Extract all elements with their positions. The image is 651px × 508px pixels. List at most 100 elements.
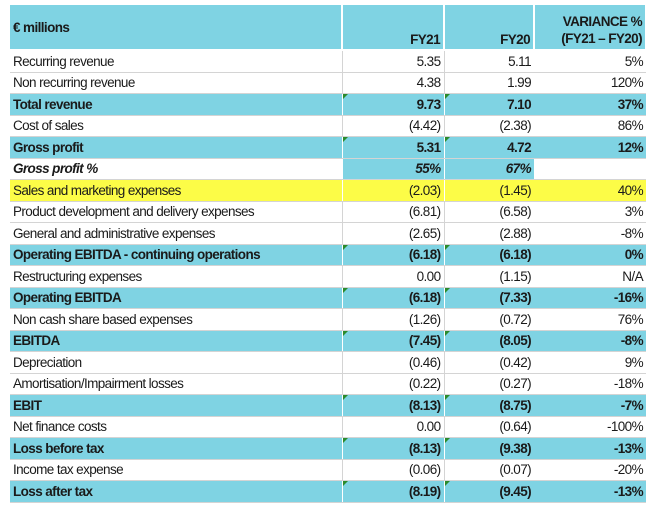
row-variance-value: 5% <box>534 50 646 73</box>
row-variance-value <box>534 158 646 180</box>
row-label: Product development and delivery expense… <box>10 201 342 223</box>
table-row: Operating EBITDA (6.18) (7.33) -16% <box>10 287 646 309</box>
row-fy21-value: (6.18) <box>341 287 444 309</box>
row-fy21-value: 9.73 <box>341 93 444 116</box>
row-fy21-value: (2.03) <box>341 179 444 202</box>
row-label: Net finance costs <box>10 416 342 438</box>
row-fy20-value: 1.99 <box>443 72 534 94</box>
row-fy21-value: 0.00 <box>341 265 444 288</box>
row-label: Amortisation/Impairment losses <box>10 373 342 395</box>
row-variance-value: 37% <box>534 93 646 116</box>
table-row: Amortisation/Impairment losses (0.22) (0.2… <box>10 373 646 395</box>
row-label: Gross profit % <box>10 158 342 180</box>
row-variance-value: -18% <box>534 373 646 395</box>
table-row: Loss after tax (8.19) (9.45) -13% <box>10 480 646 503</box>
row-variance-value: 9% <box>534 351 646 374</box>
table-row: General and administrative expenses (2.65… <box>10 222 646 245</box>
table-row: Income tax expense (0.06) (0.07) -20% <box>10 459 646 481</box>
table-row: Recurring revenue 5.35 5.11 5% <box>10 50 646 73</box>
row-fy21-value: (7.45) <box>341 330 444 352</box>
row-fy21-value: (4.42) <box>341 115 444 137</box>
table-row: Operating EBITDA - continuing operations… <box>10 244 646 266</box>
row-fy21-value: (8.13) <box>341 394 444 417</box>
header-variance: VARIANCE % (FY21 – FY20) <box>534 5 647 51</box>
row-variance-value: -100% <box>534 416 646 438</box>
row-variance-value: -13% <box>534 480 646 503</box>
row-fy21-value: 5.35 <box>341 50 444 73</box>
row-label: Operating EBITDA - continuing operations <box>10 244 342 266</box>
row-variance-value: -8% <box>534 330 646 352</box>
row-fy21-value: (0.06) <box>341 459 444 481</box>
row-fy20-value: (8.75) <box>443 394 534 417</box>
row-label: Loss after tax <box>10 480 342 503</box>
row-fy21-value: (8.13) <box>341 437 444 460</box>
row-fy20-value: (6.58) <box>443 201 534 223</box>
row-fy20-value: 67% <box>443 158 534 180</box>
row-label: Gross profit <box>10 136 342 159</box>
row-fy20-value: 4.72 <box>443 136 534 159</box>
row-fy20-value: (8.05) <box>443 330 534 352</box>
table-row: EBITDA (7.45) (8.05) -8% <box>10 330 646 352</box>
header-row: € millions FY21 FY20 VARIANCE % (FY21 – … <box>10 5 647 51</box>
row-label: Restructuring expenses <box>10 265 342 288</box>
row-fy21-value: (6.81) <box>341 201 444 223</box>
row-fy20-value: (1.45) <box>443 179 534 202</box>
table-row: Loss before tax (8.13) (9.38) -13% <box>10 437 646 460</box>
row-fy20-value: (0.72) <box>443 308 534 331</box>
row-label: Depreciation <box>10 351 342 374</box>
row-variance-value: 76% <box>534 308 646 331</box>
row-fy21-value: 0.00 <box>341 416 444 438</box>
row-variance-value: -13% <box>534 437 646 460</box>
row-variance-value: -7% <box>534 394 646 417</box>
row-fy21-value: (1.26) <box>341 308 444 331</box>
row-fy20-value: (2.38) <box>443 115 534 137</box>
row-label: Non cash share based expenses <box>10 308 342 331</box>
row-label: Cost of sales <box>10 115 342 137</box>
table-row: Restructuring expenses 0.00 (1.15) N/A <box>10 265 646 288</box>
row-fy21-value: (8.19) <box>341 480 444 503</box>
row-label: EBITDA <box>10 330 342 352</box>
row-fy20-value: (7.33) <box>443 287 534 309</box>
row-label: Non recurring revenue <box>10 72 342 94</box>
table-row: Product development and delivery expense… <box>10 201 646 223</box>
row-variance-value: 12% <box>534 136 646 159</box>
header-fy21: FY21 <box>341 5 445 51</box>
table-row: Depreciation (0.46) (0.42) 9% <box>10 351 646 374</box>
row-label: Total revenue <box>10 93 342 116</box>
row-variance-value: N/A <box>534 265 646 288</box>
table-row: Non recurring revenue 4.38 1.99 120% <box>10 72 646 94</box>
row-label: Operating EBITDA <box>10 287 342 309</box>
table-row: Gross profit 5.31 4.72 12% <box>10 136 646 159</box>
row-label: Income tax expense <box>10 459 342 481</box>
row-fy20-value: (0.07) <box>443 459 534 481</box>
header-variance-period: (FY21 – FY20) <box>561 31 642 46</box>
header-currency-label: € millions <box>10 5 343 51</box>
row-fy20-value: (0.64) <box>443 416 534 438</box>
row-label: Loss before tax <box>10 437 342 460</box>
header-fy20: FY20 <box>443 5 535 51</box>
row-fy21-value: (6.18) <box>341 244 444 266</box>
row-fy20-value: 7.10 <box>443 93 534 116</box>
row-fy21-value: (0.46) <box>341 351 444 374</box>
row-variance-value: 40% <box>534 179 646 202</box>
row-fy20-value: (0.27) <box>443 373 534 395</box>
row-fy21-value: 4.38 <box>341 72 444 94</box>
row-label: Recurring revenue <box>10 50 342 73</box>
financial-table-container: € millions FY21 FY20 VARIANCE % (FY21 – … <box>10 5 647 503</box>
header-variance-title: VARIANCE % <box>562 14 643 29</box>
row-fy21-value: (0.22) <box>341 373 444 395</box>
row-fy20-value: (1.15) <box>443 265 534 288</box>
row-variance-value: 3% <box>534 201 646 223</box>
table-row: Non cash share based expenses (1.26) (0.72… <box>10 308 646 331</box>
row-fy20-value: (0.42) <box>443 351 534 374</box>
table-row: Sales and marketing expenses (2.03) (1.45)… <box>10 179 646 202</box>
row-fy20-value: (9.45) <box>443 480 534 503</box>
row-fy20-value: (9.38) <box>443 437 534 460</box>
row-variance-value: 0% <box>534 244 646 266</box>
row-label: EBIT <box>10 394 342 417</box>
row-variance-value: 86% <box>534 115 646 137</box>
table-body: € millions FY21 FY20 VARIANCE % (FY21 – … <box>10 5 647 503</box>
table-row: Gross profit % 55% 67% <box>10 158 646 180</box>
row-variance-value: 120% <box>534 72 646 94</box>
row-fy21-value: 55% <box>341 158 444 180</box>
